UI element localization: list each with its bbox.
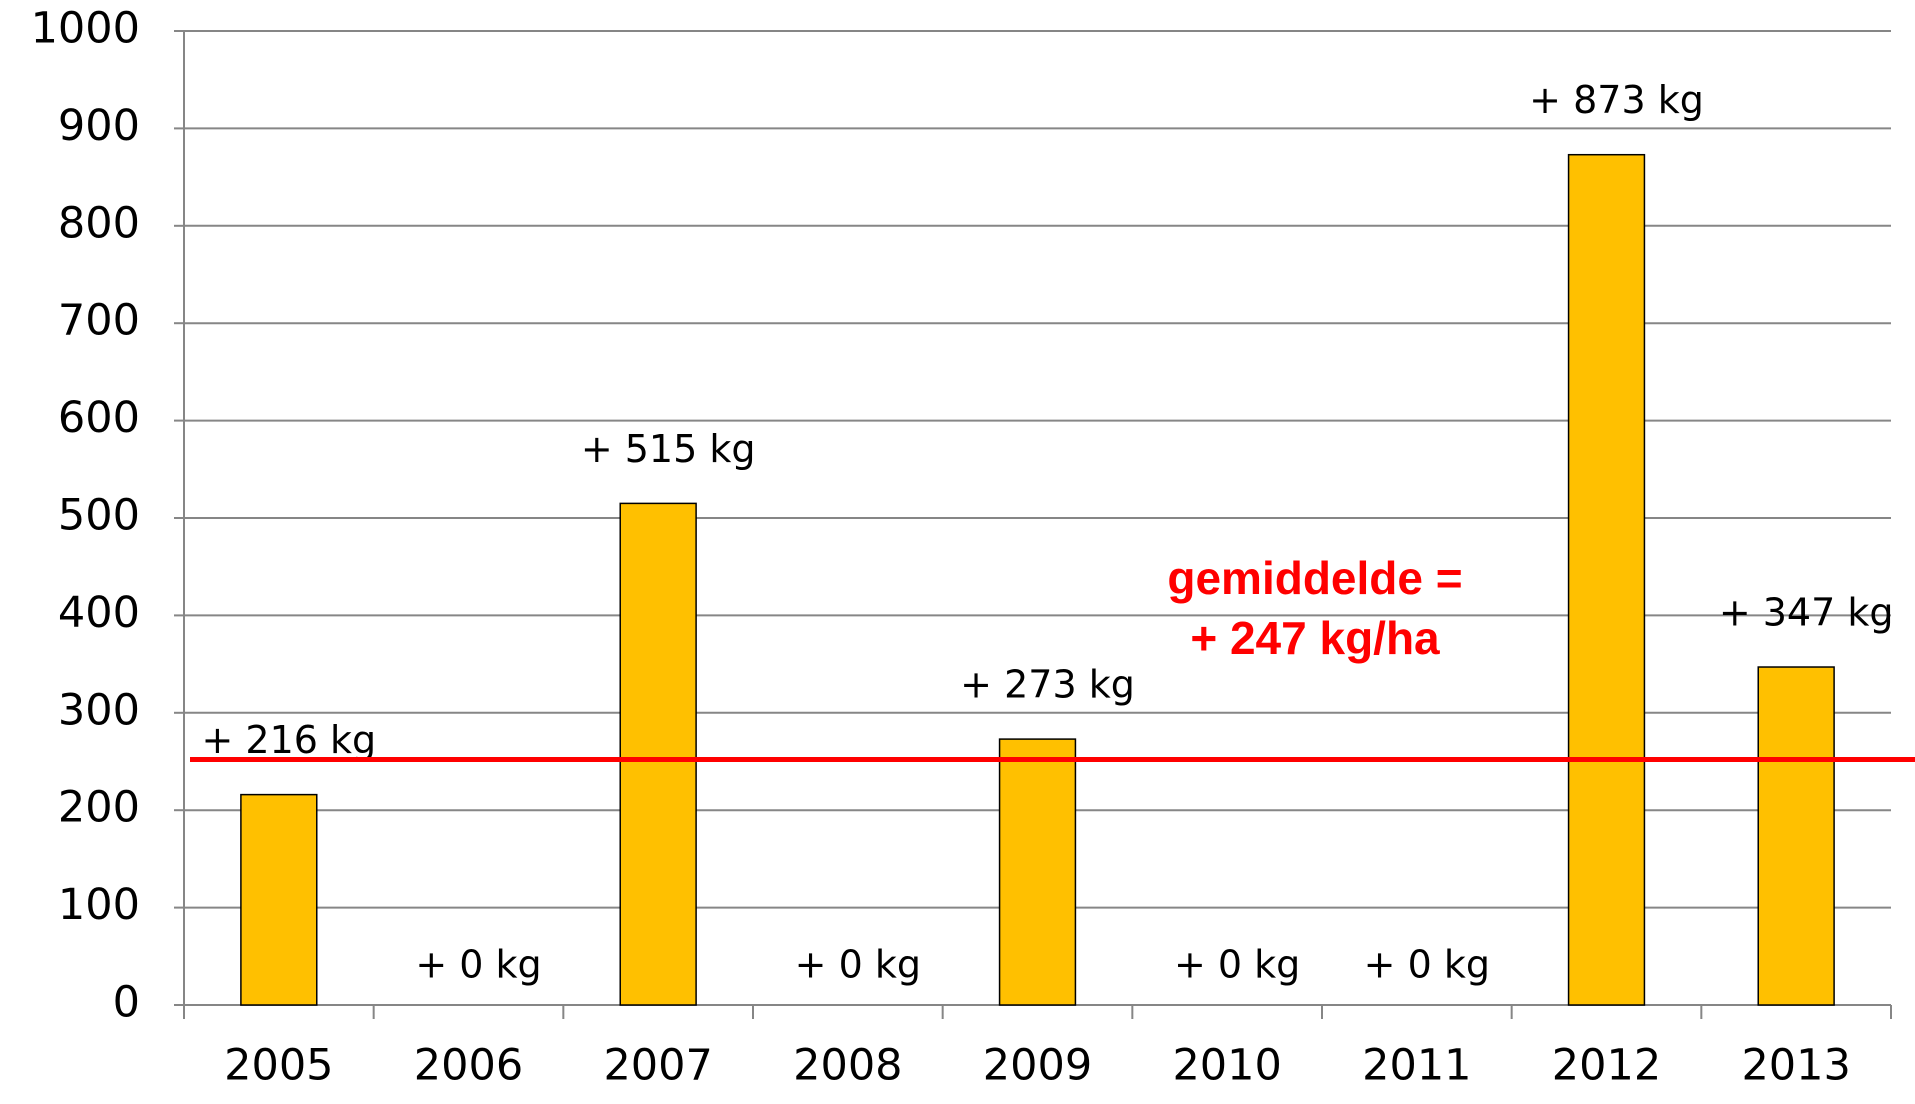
x-tick-label: 2011 bbox=[1362, 1041, 1471, 1091]
x-tick-label: 2007 bbox=[603, 1041, 712, 1091]
bar bbox=[1757, 666, 1835, 1006]
y-tick-label: 900 bbox=[58, 101, 140, 151]
x-tick-label: 2010 bbox=[1172, 1041, 1281, 1091]
value-label: + 273 kg bbox=[960, 663, 1135, 707]
value-label: + 0 kg bbox=[415, 943, 541, 987]
bar bbox=[1567, 153, 1646, 1006]
value-label: + 873 kg bbox=[1529, 78, 1704, 122]
value-label: + 347 kg bbox=[1719, 591, 1894, 635]
y-tick-label: 100 bbox=[58, 880, 140, 930]
bar bbox=[240, 793, 318, 1006]
value-label: + 0 kg bbox=[1364, 943, 1490, 987]
y-tick-label: 600 bbox=[58, 393, 140, 443]
value-label: + 216 kg bbox=[202, 718, 377, 762]
value-label: + 515 kg bbox=[581, 427, 756, 471]
y-tick-label: 1000 bbox=[31, 4, 140, 54]
x-tick-label: 2005 bbox=[224, 1041, 333, 1091]
x-tick-label: 2009 bbox=[983, 1041, 1092, 1091]
x-tick-label: 2013 bbox=[1741, 1041, 1850, 1091]
y-tick-label: 700 bbox=[58, 296, 140, 346]
value-label: + 0 kg bbox=[795, 943, 921, 987]
bar bbox=[619, 502, 697, 1006]
annotation: gemiddelde = bbox=[1167, 552, 1462, 604]
y-tick-label: 800 bbox=[58, 198, 140, 248]
y-tick-label: 500 bbox=[58, 491, 140, 541]
value-label: + 0 kg bbox=[1174, 943, 1300, 987]
y-tick-label: 300 bbox=[58, 685, 140, 735]
y-tick-label: 200 bbox=[58, 783, 140, 833]
bar bbox=[998, 738, 1077, 1006]
x-tick-label: 2008 bbox=[793, 1041, 902, 1091]
y-tick-label: 0 bbox=[113, 978, 140, 1028]
annotation: + 247 kg/ha bbox=[1190, 612, 1440, 664]
x-tick-label: 2012 bbox=[1552, 1041, 1661, 1091]
x-tick-label: 2006 bbox=[414, 1041, 523, 1091]
y-tick-label: 400 bbox=[58, 588, 140, 638]
